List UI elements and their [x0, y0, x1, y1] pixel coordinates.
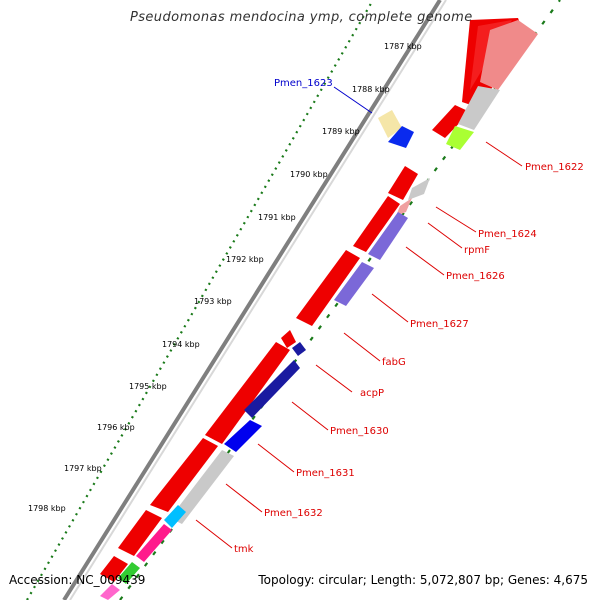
kbp-label: 1787 kbp: [384, 42, 422, 51]
cds-feature: [446, 126, 474, 150]
kbp-label: 1794 kbp: [162, 340, 200, 349]
gene-label-pmen-1622: Pmen_1622: [525, 162, 584, 173]
accession-text: Accession: NC_009439: [9, 573, 146, 587]
cds-feature: [368, 212, 408, 260]
gene-label-acpp: acpP: [360, 388, 384, 399]
gene-label-pmen-1630: Pmen_1630: [330, 426, 389, 437]
kbp-label: 1797 kbp: [64, 464, 102, 473]
cds-feature: [100, 556, 128, 582]
kbp-label: 1788 kbp: [352, 85, 390, 94]
cds-feature: [170, 450, 234, 524]
cds-feature: [205, 342, 290, 444]
cds-feature: [244, 360, 300, 418]
cds-feature: [480, 20, 538, 90]
kbp-label: 1789 kbp: [322, 127, 360, 136]
genome-summary: Topology: circular; Length: 5,072,807 bp…: [258, 573, 588, 587]
gene-labels: Pmen_1623 Pmen_1622 Pmen_1624 rpmF Pmen_…: [234, 78, 584, 555]
cds-feature: [378, 110, 402, 138]
cds-feature: [292, 342, 306, 356]
gene-label-tmk: tmk: [234, 544, 254, 555]
gene-label-pmen-1624: Pmen_1624: [478, 229, 537, 240]
gene-label-rpmf: rpmF: [464, 245, 490, 256]
cds-feature: [353, 196, 400, 252]
cds-feature: [334, 262, 374, 306]
cds-feature: [281, 330, 296, 348]
kbp-label: 1792 kbp: [226, 255, 264, 264]
gene-label-pmen-1627: Pmen_1627: [410, 319, 469, 330]
kbp-label: 1798 kbp: [28, 504, 66, 513]
gene-label-pmen-1631: Pmen_1631: [296, 468, 355, 479]
forward-strand-genes: [100, 18, 524, 582]
cds-feature: [296, 250, 360, 326]
highlighted-gene: [378, 110, 414, 148]
kbp-scale: 1787 kbp 1788 kbp 1789 kbp 1790 kbp 1791…: [28, 42, 422, 513]
cds-feature: [118, 562, 140, 584]
kbp-label: 1795 kbp: [129, 382, 167, 391]
cds-feature: [224, 420, 262, 452]
gene-label-pmen-1626: Pmen_1626: [446, 271, 505, 282]
cds-feature: [408, 178, 430, 200]
cds-feature: [164, 505, 186, 528]
genome-backbone: [62, 0, 447, 602]
gene-label-fabg: fabG: [382, 357, 406, 368]
kbp-label: 1791 kbp: [258, 213, 296, 222]
cds-feature: [396, 198, 412, 216]
kbp-label: 1790 kbp: [290, 170, 328, 179]
cds-feature: [458, 86, 500, 130]
kbp-label: 1796 kbp: [97, 423, 135, 432]
cds-feature: [432, 105, 470, 138]
kbp-label: 1793 kbp: [194, 297, 232, 306]
map-title: Pseudomonas mendocina ymp, complete geno…: [130, 10, 473, 25]
cds-feature: [150, 438, 218, 512]
reverse-strand-genes: [100, 20, 538, 600]
cds-feature: [136, 524, 172, 562]
cds-feature: [118, 510, 162, 556]
cds-feature: [388, 166, 418, 200]
cds-feature: [100, 584, 120, 600]
gene-label-pmen-1623: Pmen_1623: [274, 78, 333, 89]
cds-feature: [388, 126, 414, 148]
gene-label-pmen-1632: Pmen_1632: [264, 508, 323, 519]
label-leaders: [195, 86, 523, 549]
